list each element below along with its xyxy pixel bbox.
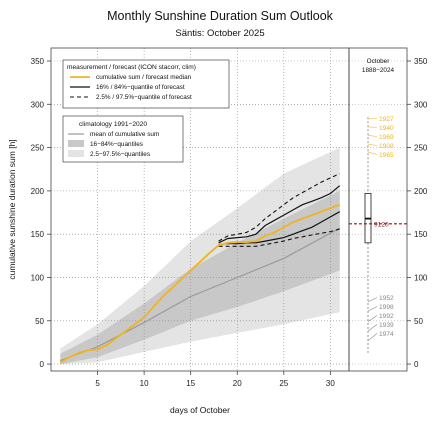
data-lines bbox=[59, 173, 341, 364]
x-tick-label: 5 bbox=[95, 379, 100, 388]
top-year-leader bbox=[367, 118, 378, 120]
side-frame bbox=[348, 47, 408, 372]
bottom-year-leader bbox=[367, 333, 378, 341]
top-year-leader bbox=[367, 151, 378, 155]
y-tick-label: 0 bbox=[40, 360, 45, 369]
climatology-bands bbox=[60, 147, 340, 365]
grid-lines bbox=[51, 48, 407, 371]
bottom-year-label: 1992 bbox=[379, 313, 394, 320]
legend-item: 16% / 84%−quantile of forecast bbox=[96, 84, 185, 91]
top-year-leader bbox=[367, 126, 378, 128]
y-tick-label-right: 150 bbox=[414, 230, 428, 239]
current-year-label: 9120 bbox=[374, 221, 389, 228]
bottom-year-leader bbox=[367, 324, 378, 332]
x-tick-label: 25 bbox=[279, 379, 288, 388]
bottom-year-label: 1952 bbox=[379, 295, 394, 302]
y-tick-label-right: 250 bbox=[414, 144, 428, 153]
bottom-year-label: 1998 bbox=[379, 304, 394, 311]
bottom-year-label: 1974 bbox=[379, 331, 394, 338]
y-tick-label: 100 bbox=[31, 273, 45, 282]
bottom-year-label: 1939 bbox=[379, 322, 394, 329]
top-year-label: 1940 bbox=[379, 125, 394, 132]
q84-line bbox=[218, 185, 341, 244]
legend: measurement / forecast (ICON stacorr, cl… bbox=[62, 59, 230, 163]
legend-measurement-box bbox=[62, 59, 230, 109]
x-tick-label: 10 bbox=[140, 379, 149, 388]
chart-subtitle: Säntis: October 2025 bbox=[175, 28, 265, 39]
legend-item: mean of cumulative sum bbox=[90, 131, 159, 138]
q97.5-line bbox=[218, 173, 340, 242]
y-tick-label: 250 bbox=[31, 144, 45, 153]
top-year-label: 1908 bbox=[379, 143, 394, 150]
legend-item: 16−84%−quantiles bbox=[90, 141, 143, 148]
y-tick-label: 150 bbox=[31, 230, 45, 239]
top-year-label: 1965 bbox=[379, 152, 394, 159]
x-tick-label: 15 bbox=[186, 379, 195, 388]
legend-clim-outer-swatch bbox=[68, 150, 84, 157]
legend-measurement-header: measurement / forecast (ICON stacorr, cl… bbox=[67, 64, 196, 71]
median-line bbox=[59, 203, 341, 364]
x-tick-label: 30 bbox=[326, 379, 335, 388]
legend-clim-inner-swatch bbox=[68, 140, 84, 147]
x-tick-label: 20 bbox=[233, 379, 242, 388]
legend-climatology-header: climatology 1991−2020 bbox=[79, 121, 147, 128]
y-tick-label: 300 bbox=[31, 100, 45, 109]
legend-item: 2.5% / 97.5%−quantile of forecast bbox=[96, 94, 192, 101]
chart-title: Monthly Sunshine Duration Sum Outlook bbox=[107, 9, 333, 23]
y-tick-label: 50 bbox=[35, 317, 44, 326]
y-axis-label: cumulative sunshine duration sum [h] bbox=[7, 139, 17, 279]
bottom-year-leader bbox=[367, 297, 378, 302]
clim-mean-line bbox=[60, 227, 340, 362]
side-title-line: October bbox=[367, 58, 391, 65]
side-title-line: 1888−2024 bbox=[362, 67, 395, 74]
bottom-year-leader bbox=[367, 315, 378, 322]
y-tick-label-right: 50 bbox=[414, 317, 423, 326]
y-tick-label-right: 100 bbox=[414, 273, 428, 282]
y-tick-label-right: 0 bbox=[414, 360, 419, 369]
top-year-leader bbox=[367, 135, 378, 137]
bottom-year-leader bbox=[367, 306, 378, 312]
october-summary-panel: October 1888−2024 9120 1927 1940 1969 1908 1965… bbox=[349, 58, 407, 354]
top-year-leader bbox=[367, 143, 378, 146]
y-tick-label: 200 bbox=[31, 187, 45, 196]
y-tick-label-right: 300 bbox=[414, 100, 428, 109]
legend-item: cumulative sum / forecast median bbox=[96, 74, 192, 81]
y-tick-label-right: 350 bbox=[414, 57, 428, 66]
clim-band-2.5-97.5 bbox=[60, 147, 340, 365]
top-year-label: 1927 bbox=[379, 116, 394, 123]
legend-item: 2.5−97.5%−quantiles bbox=[90, 151, 150, 158]
x-axis-label: days of October bbox=[170, 405, 230, 415]
y-tick-label-right: 200 bbox=[414, 187, 428, 196]
y-tick-label: 350 bbox=[31, 57, 45, 66]
q16-line bbox=[218, 211, 340, 246]
top-year-label: 1969 bbox=[379, 134, 394, 141]
